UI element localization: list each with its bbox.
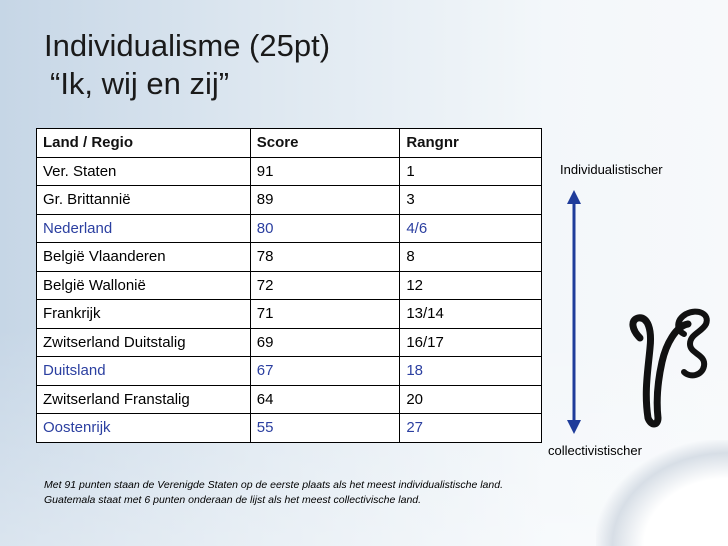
cell-rang: 13/14 [399, 299, 542, 329]
header-score: Score [249, 128, 401, 158]
individualism-table: Land / Regio Score Rangnr Ver. Staten 91… [36, 128, 542, 443]
table-row: Zwitserland Franstalig 64 20 [36, 384, 542, 414]
cell-score: 55 [249, 413, 401, 443]
cell-rang: 16/17 [399, 327, 542, 357]
cell-rang: 20 [399, 384, 542, 414]
header-land: Land / Regio [36, 128, 251, 158]
table-row-highlighted: Duitsland 67 18 [36, 356, 542, 386]
cell-score: 80 [249, 213, 401, 243]
cell-rang: 4/6 [399, 213, 542, 243]
cell-score: 78 [249, 242, 401, 272]
cell-rang: 3 [399, 185, 542, 215]
table-row: Frankrijk 71 13/14 [36, 299, 542, 329]
table-row: Ver. Staten 91 1 [36, 156, 542, 186]
cell-score: 69 [249, 327, 401, 357]
cell-score: 67 [249, 356, 401, 386]
cell-rang: 1 [399, 156, 542, 186]
cell-land: België Vlaanderen [36, 242, 251, 272]
cell-score: 71 [249, 299, 401, 329]
cell-rang: 27 [399, 413, 542, 443]
table-row: België Wallonië 72 12 [36, 270, 542, 300]
table-header-row: Land / Regio Score Rangnr [36, 128, 542, 158]
header-rang: Rangnr [399, 128, 542, 158]
individualist-label: Individualistischer [560, 162, 663, 177]
cell-rang: 8 [399, 242, 542, 272]
cell-score: 89 [249, 185, 401, 215]
slide-subtitle: “Ik, wij en zij” [50, 66, 230, 101]
slide-title: Individualisme (25pt) [44, 28, 331, 63]
cell-score: 64 [249, 384, 401, 414]
footnote-line-1: Met 91 punten staan de Verenigde Staten … [44, 479, 503, 491]
footnote: Met 91 punten staan de Verenigde Staten … [44, 478, 503, 508]
cell-land: Nederland [36, 213, 251, 243]
double-arrow-icon [567, 190, 581, 434]
table-row: Zwitserland Duitstalig 69 16/17 [36, 327, 542, 357]
cell-land: Duitsland [36, 356, 251, 386]
cell-land: Oostenrijk [36, 413, 251, 443]
cell-score: 91 [249, 156, 401, 186]
cell-rang: 18 [399, 356, 542, 386]
cell-land: Frankrijk [36, 299, 251, 329]
cell-land: Ver. Staten [36, 156, 251, 186]
cell-rang: 12 [399, 270, 542, 300]
table-row-highlighted: Nederland 80 4/6 [36, 213, 542, 243]
cell-land: België Wallonië [36, 270, 251, 300]
table-row: België Vlaanderen 78 8 [36, 242, 542, 272]
table-row-highlighted: Oostenrijk 55 27 [36, 413, 542, 443]
cell-land: Gr. Brittannië [36, 185, 251, 215]
page-curl [596, 440, 728, 546]
cell-land: Zwitserland Franstalig [36, 384, 251, 414]
cell-land: Zwitserland Duitstalig [36, 327, 251, 357]
footnote-line-2: Guatemala staat met 6 punten onderaan de… [44, 494, 422, 506]
table-row: Gr. Brittannië 89 3 [36, 185, 542, 215]
brand-logo-icon [629, 308, 710, 428]
cell-score: 72 [249, 270, 401, 300]
